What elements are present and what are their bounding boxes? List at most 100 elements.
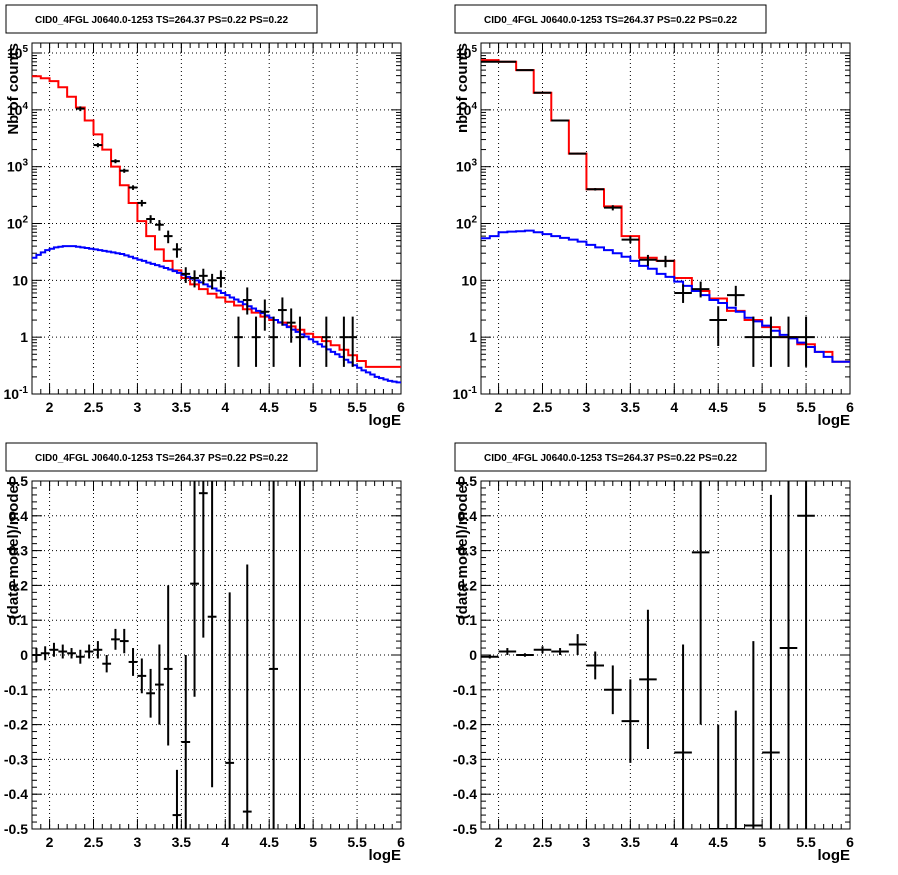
title-box — [5, 4, 318, 34]
data-point — [744, 316, 763, 367]
data-point — [75, 106, 85, 112]
data-point — [128, 648, 138, 676]
x-tick-label: 2 — [495, 834, 503, 850]
y-tick-label: 10-1 — [453, 385, 478, 402]
x-tick-label: 4 — [221, 834, 229, 850]
data-point — [568, 634, 587, 655]
data-point — [779, 481, 798, 829]
data-point — [181, 655, 191, 829]
y-tick-label: -0.2 — [4, 717, 28, 733]
data-point — [198, 481, 208, 638]
panel-bottom-left: CID0_4FGL J0640.0-1253 TS=264.37 PS=0.22… — [4, 442, 405, 864]
data-point — [242, 564, 252, 829]
data-point — [348, 316, 358, 367]
y-tick-label: 0.5 — [458, 473, 478, 489]
data-point — [58, 644, 68, 659]
data-point — [163, 585, 173, 746]
data-point — [163, 230, 173, 244]
x-tick-label: 2.5 — [533, 399, 553, 415]
data-point — [40, 646, 50, 661]
data-point — [621, 679, 640, 763]
data-point — [691, 481, 710, 725]
model-line-1 — [481, 229, 850, 363]
y-tick-label: 0 — [20, 647, 28, 663]
data-point — [586, 651, 604, 680]
x-tick-label: 6 — [397, 399, 405, 415]
plot-frame — [480, 42, 851, 395]
x-axis-label: logE — [818, 412, 851, 429]
plot-frame — [480, 480, 851, 830]
x-tick-label: 5 — [309, 399, 317, 415]
data-point — [137, 658, 147, 694]
data-point — [568, 152, 587, 155]
data-point — [295, 481, 305, 829]
y-tick-label: -0.5 — [4, 821, 28, 837]
y-tick-label: 10-1 — [4, 385, 29, 402]
y-tick-label: 103 — [456, 158, 478, 175]
y-tick-label: 1 — [20, 329, 28, 345]
x-tick-label: 3.5 — [172, 399, 192, 415]
data-point — [656, 255, 675, 268]
data-point — [797, 316, 815, 367]
y-tick-label: 104 — [7, 101, 29, 118]
x-tick-label: 3.5 — [172, 834, 192, 850]
x-tick-label: 4 — [670, 834, 678, 850]
data-point — [102, 655, 112, 673]
model-line-0 — [481, 59, 850, 363]
x-tick-label: 4.5 — [259, 399, 279, 415]
y-axis-label: Nb of counts — [5, 43, 22, 135]
chart-title: CID0_4FGL J0640.0-1253 TS=264.37 PS=0.22… — [484, 15, 737, 26]
y-tick-label: -0.4 — [453, 786, 477, 802]
data-point — [260, 299, 270, 331]
data-point — [111, 628, 120, 650]
panel-bottom-right: CID0_4FGL J0640.0-1253 TS=264.37 PS=0.22… — [453, 442, 854, 864]
x-tick-label: 3.5 — [621, 834, 641, 850]
chart-title: CID0_4FGL J0640.0-1253 TS=264.37 PS=0.22… — [35, 15, 288, 26]
data-point — [190, 270, 199, 288]
chart-title: CID0_4FGL J0640.0-1253 TS=264.37 PS=0.22… — [35, 453, 288, 464]
y-tick-label: 10 — [12, 272, 28, 288]
x-tick-label: 3 — [134, 834, 142, 850]
data-point — [762, 316, 780, 367]
x-tick-label: 3 — [134, 399, 142, 415]
data-point — [155, 220, 164, 231]
data-point — [84, 644, 94, 659]
y-tick-label: -0.1 — [453, 682, 477, 698]
data-point — [674, 644, 692, 829]
plot-area — [32, 75, 401, 384]
y-tick-label: 0.2 — [458, 577, 478, 593]
plot-area — [481, 481, 815, 829]
data-point — [190, 481, 199, 697]
data-point — [207, 481, 217, 788]
data-point — [172, 243, 182, 258]
data-point — [481, 655, 499, 659]
data-point — [67, 648, 76, 659]
y-tick-label: 0 — [469, 647, 477, 663]
title-box — [5, 442, 318, 472]
data-point — [128, 185, 138, 190]
data-point — [93, 143, 103, 148]
data-point — [727, 285, 745, 307]
y-tick-label: -0.5 — [453, 821, 477, 837]
x-tick-label: 6 — [846, 399, 854, 415]
data-point — [119, 168, 129, 173]
data-point — [744, 641, 763, 829]
panel-top-right: CID0_4FGL J0640.0-1253 TS=264.37 PS=0.22… — [453, 4, 854, 429]
plot-frame — [31, 42, 402, 395]
plot-area — [32, 481, 305, 829]
y-tick-label: 102 — [7, 215, 29, 232]
title-box — [454, 4, 767, 34]
y-tick-label: 0.1 — [458, 612, 478, 628]
data-point — [727, 710, 745, 829]
data-point — [49, 642, 59, 657]
data-point — [181, 267, 191, 283]
x-tick-label: 5 — [309, 834, 317, 850]
x-tick-label: 2.5 — [84, 399, 104, 415]
x-tick-label: 2 — [46, 399, 54, 415]
data-point — [709, 724, 727, 829]
x-tick-label: 4.5 — [708, 834, 728, 850]
y-tick-label: 105 — [7, 44, 29, 61]
x-axis-label: logE — [369, 412, 402, 429]
data-point — [269, 481, 278, 829]
